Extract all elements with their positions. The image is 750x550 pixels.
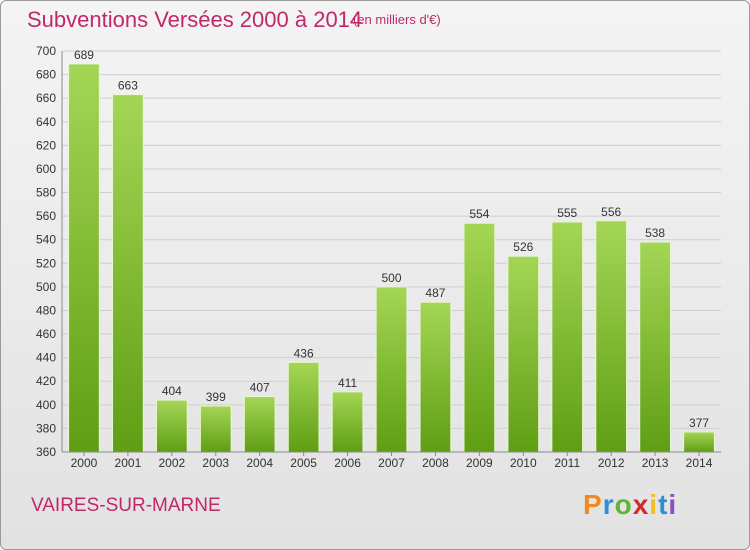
logo-letter: r — [602, 489, 615, 520]
y-tick-label: 600 — [36, 162, 56, 176]
data-label: 689 — [74, 48, 94, 62]
y-tick-label: 700 — [36, 44, 56, 58]
bar-2002 — [155, 399, 188, 453]
y-tick-label: 420 — [36, 374, 56, 388]
bar-2010 — [507, 255, 540, 453]
x-tick-label: 2003 — [202, 456, 229, 470]
data-label: 404 — [162, 384, 182, 398]
data-label: 556 — [601, 205, 621, 219]
x-tick-label: 2004 — [246, 456, 273, 470]
y-tick-label: 440 — [36, 351, 56, 365]
axes: 360 380 400 420 440 460 480 500 520 540 560 580 600 6… — [36, 44, 721, 470]
x-tick-label: 2010 — [510, 456, 537, 470]
y-tick-label: 500 — [36, 280, 56, 294]
y-tick-label: 360 — [36, 445, 56, 459]
x-tick-label: 2014 — [686, 456, 713, 470]
x-tick-label: 2012 — [598, 456, 625, 470]
logo-letter: x — [632, 489, 650, 520]
chart-subtitle: (en milliers d'€) — [353, 12, 441, 27]
data-label: 399 — [206, 390, 226, 404]
x-tick-label: 2013 — [642, 456, 669, 470]
proxiti-logo[interactable]: Proxiti — [583, 489, 677, 521]
data-label: 407 — [250, 381, 270, 395]
y-tick-label: 560 — [36, 209, 56, 223]
bar-2011 — [551, 221, 584, 453]
logo-letter: P — [583, 489, 603, 520]
bar-2012 — [595, 220, 628, 453]
bar-2000 — [68, 63, 100, 453]
y-tick-label: 640 — [36, 115, 56, 129]
data-label: 555 — [557, 206, 577, 220]
y-tick-label: 380 — [36, 421, 56, 435]
y-tick-label: 460 — [36, 327, 56, 341]
bar-2003 — [199, 405, 232, 453]
data-label: 554 — [469, 207, 489, 221]
logo-letter: t — [658, 489, 669, 520]
data-label: 526 — [513, 240, 533, 254]
y-tick-label: 680 — [36, 68, 56, 82]
x-tick-label: 2000 — [71, 456, 98, 470]
y-tick-label: 580 — [36, 186, 56, 200]
logo-letter: i — [649, 489, 659, 520]
y-tick-label: 400 — [36, 398, 56, 412]
bar-2013 — [639, 241, 671, 453]
y-tick-label: 520 — [36, 256, 56, 270]
logo-letter: i — [668, 489, 678, 520]
y-tick-label: 540 — [36, 233, 56, 247]
x-tick-label: 2002 — [158, 456, 185, 470]
data-label: 500 — [381, 271, 401, 285]
bar-2008 — [419, 301, 452, 453]
data-label: 377 — [689, 416, 709, 430]
x-tick-label: 2009 — [466, 456, 493, 470]
x-tick-label: 2001 — [115, 456, 142, 470]
data-label: 436 — [294, 346, 314, 360]
x-tick-label: 2011 — [554, 456, 580, 470]
y-tick-label: 480 — [36, 303, 56, 317]
data-label: 663 — [118, 79, 138, 93]
logo-letter: o — [614, 489, 633, 520]
bar-2009 — [463, 222, 496, 453]
data-label: 487 — [425, 286, 445, 300]
commune-name: VAIRES-SUR-MARNE — [31, 495, 221, 516]
bar-2014 — [683, 431, 715, 453]
bar-2006 — [331, 391, 364, 453]
bar-2007 — [375, 286, 408, 453]
x-tick-label: 2005 — [290, 456, 317, 470]
data-labels: 689 663 404 399 407 436 411 500 487 554 526 555 556 5… — [74, 48, 709, 430]
x-tick-label: 2007 — [378, 456, 405, 470]
bar-2005 — [287, 361, 320, 453]
chart-title: Subventions Versées 2000 à 2014 — [27, 7, 363, 32]
data-label: 538 — [645, 226, 665, 240]
x-tick-label: 2008 — [422, 456, 449, 470]
data-label: 411 — [338, 376, 357, 390]
x-tick-label: 2006 — [334, 456, 361, 470]
y-tick-label: 660 — [36, 91, 56, 105]
bar-2001 — [112, 94, 144, 453]
bar-2004 — [243, 396, 276, 453]
y-tick-label: 620 — [36, 138, 56, 152]
